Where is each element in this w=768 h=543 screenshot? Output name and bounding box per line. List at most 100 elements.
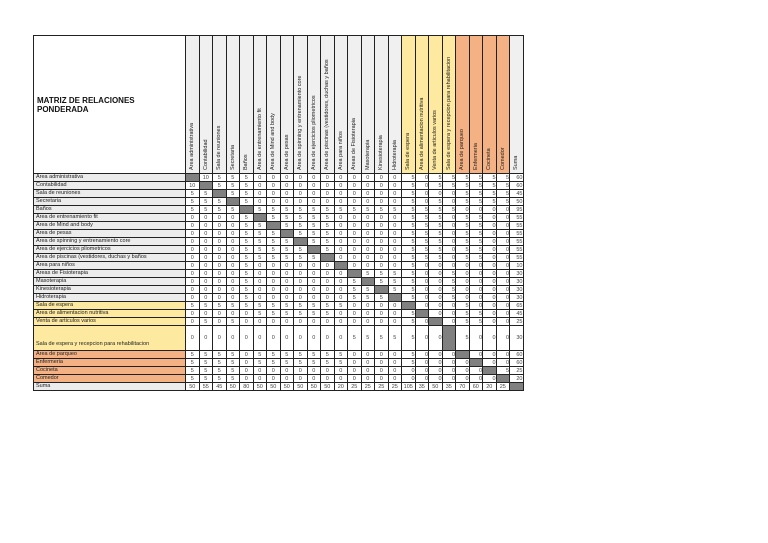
matrix-cell[interactable]: 0	[414, 269, 429, 278]
column-sum-cell[interactable]: 50	[185, 382, 200, 391]
matrix-cell[interactable]: 5	[266, 301, 281, 310]
column-header[interactable]: Area de spinning y entrenamiento core	[293, 35, 308, 174]
row-sum-cell[interactable]: 65	[509, 301, 524, 310]
matrix-cell[interactable]: 5	[306, 358, 321, 367]
matrix-cell[interactable]: 5	[239, 285, 254, 294]
matrix-cell[interactable]: 0	[239, 325, 254, 351]
matrix-cell[interactable]: 5	[252, 245, 267, 254]
matrix-cell[interactable]: 5	[468, 309, 483, 318]
row-sum-cell[interactable]: 55	[509, 245, 524, 254]
matrix-cell[interactable]: 0	[266, 285, 281, 294]
row-sum-cell[interactable]: 30	[509, 325, 524, 351]
matrix-cell[interactable]: 0	[495, 293, 510, 302]
matrix-cell[interactable]: 0	[387, 374, 402, 383]
matrix-cell[interactable]: 0	[293, 181, 308, 190]
diagonal-cell[interactable]	[495, 374, 510, 383]
matrix-cell[interactable]: 5	[333, 350, 348, 359]
matrix-cell[interactable]: 0	[441, 253, 456, 262]
matrix-cell[interactable]: 0	[374, 197, 389, 206]
matrix-cell[interactable]: 0	[306, 317, 321, 326]
matrix-cell[interactable]: 0	[212, 285, 227, 294]
matrix-cell[interactable]: 5	[360, 285, 375, 294]
diagonal-cell[interactable]	[333, 261, 348, 270]
matrix-cell[interactable]: 5	[212, 366, 227, 375]
matrix-cell[interactable]: 0	[185, 237, 200, 246]
matrix-cell[interactable]: 0	[239, 350, 254, 359]
matrix-cell[interactable]: 0	[320, 181, 335, 190]
matrix-cell[interactable]: 0	[279, 197, 294, 206]
matrix-cell[interactable]: 0	[468, 301, 483, 310]
matrix-cell[interactable]: 5	[482, 197, 497, 206]
matrix-cell[interactable]: 0	[225, 221, 240, 230]
matrix-cell[interactable]: 5	[455, 301, 470, 310]
matrix-cell[interactable]: 5	[225, 301, 240, 310]
matrix-cell[interactable]: 0	[225, 285, 240, 294]
column-header[interactable]: Contabilidad	[198, 35, 213, 174]
matrix-cell[interactable]: 0	[279, 293, 294, 302]
matrix-cell[interactable]: 0	[360, 350, 375, 359]
matrix-cell[interactable]: 0	[225, 229, 240, 238]
matrix-cell[interactable]: 0	[333, 325, 348, 351]
matrix-cell[interactable]: 5	[414, 237, 429, 246]
matrix-cell[interactable]: 5	[239, 221, 254, 230]
column-sum-cell[interactable]: 25	[347, 382, 362, 391]
matrix-cell[interactable]: 5	[225, 173, 240, 182]
matrix-cell[interactable]: 0	[441, 189, 456, 198]
matrix-cell[interactable]: 5	[374, 269, 389, 278]
matrix-cell[interactable]: 0	[360, 317, 375, 326]
matrix-cell[interactable]: 5	[428, 197, 443, 206]
matrix-cell[interactable]: 5	[293, 229, 308, 238]
matrix-cell[interactable]: 0	[252, 181, 267, 190]
matrix-cell[interactable]: 0	[360, 189, 375, 198]
matrix-cell[interactable]: 0	[414, 181, 429, 190]
matrix-cell[interactable]: 0	[468, 325, 483, 351]
row-label[interactable]: Area para niños	[33, 261, 186, 270]
matrix-cell[interactable]: 0	[495, 277, 510, 286]
matrix-cell[interactable]: 0	[468, 205, 483, 214]
matrix-cell[interactable]: 0	[347, 181, 362, 190]
matrix-cell[interactable]: 5	[306, 221, 321, 230]
matrix-cell[interactable]: 5	[266, 358, 281, 367]
matrix-cell[interactable]: 0	[225, 325, 240, 351]
row-sum-cell[interactable]: 55	[509, 221, 524, 230]
matrix-cell[interactable]: 0	[428, 285, 443, 294]
row-label[interactable]: Area de Mind and body	[33, 221, 186, 230]
matrix-cell[interactable]: 0	[468, 293, 483, 302]
matrix-cell[interactable]: 0	[306, 269, 321, 278]
matrix-cell[interactable]: 0	[414, 325, 429, 351]
matrix-cell[interactable]: 0	[374, 309, 389, 318]
matrix-cell[interactable]: 5	[347, 325, 362, 351]
matrix-cell[interactable]: 5	[239, 229, 254, 238]
column-sum-cell[interactable]: 55	[198, 382, 213, 391]
matrix-cell[interactable]: 5	[198, 374, 213, 383]
matrix-cell[interactable]: 0	[482, 317, 497, 326]
matrix-cell[interactable]: 0	[320, 269, 335, 278]
matrix-cell[interactable]: 0	[333, 221, 348, 230]
column-header[interactable]: Area de pesas	[279, 35, 294, 174]
matrix-cell[interactable]: 0	[185, 253, 200, 262]
matrix-cell[interactable]: 5	[441, 293, 456, 302]
row-label[interactable]: Sala de espera y recepcion para rehabili…	[33, 325, 186, 351]
matrix-cell[interactable]: 0	[198, 261, 213, 270]
matrix-cell[interactable]: 5	[239, 269, 254, 278]
diagonal-cell[interactable]	[239, 205, 254, 214]
matrix-cell[interactable]: 0	[333, 245, 348, 254]
matrix-cell[interactable]: 0	[495, 237, 510, 246]
matrix-cell[interactable]: 5	[428, 229, 443, 238]
column-header[interactable]: Area de ejercicios pliometricos	[306, 35, 321, 174]
column-sum-cell[interactable]: 50	[266, 382, 281, 391]
column-sum-cell[interactable]: 50	[252, 382, 267, 391]
matrix-cell[interactable]: 5	[468, 245, 483, 254]
matrix-cell[interactable]: 0	[441, 197, 456, 206]
matrix-cell[interactable]: 0	[455, 293, 470, 302]
matrix-cell[interactable]: 0	[333, 237, 348, 246]
matrix-cell[interactable]: 0	[333, 173, 348, 182]
matrix-cell[interactable]: 5	[185, 358, 200, 367]
matrix-cell[interactable]: 0	[387, 189, 402, 198]
matrix-cell[interactable]: 5	[293, 221, 308, 230]
matrix-cell[interactable]: 5	[198, 205, 213, 214]
matrix-cell[interactable]: 0	[360, 309, 375, 318]
matrix-cell[interactable]: 5	[414, 229, 429, 238]
matrix-cell[interactable]: 5	[279, 237, 294, 246]
column-header[interactable]: Area de Mind and body	[266, 35, 281, 174]
